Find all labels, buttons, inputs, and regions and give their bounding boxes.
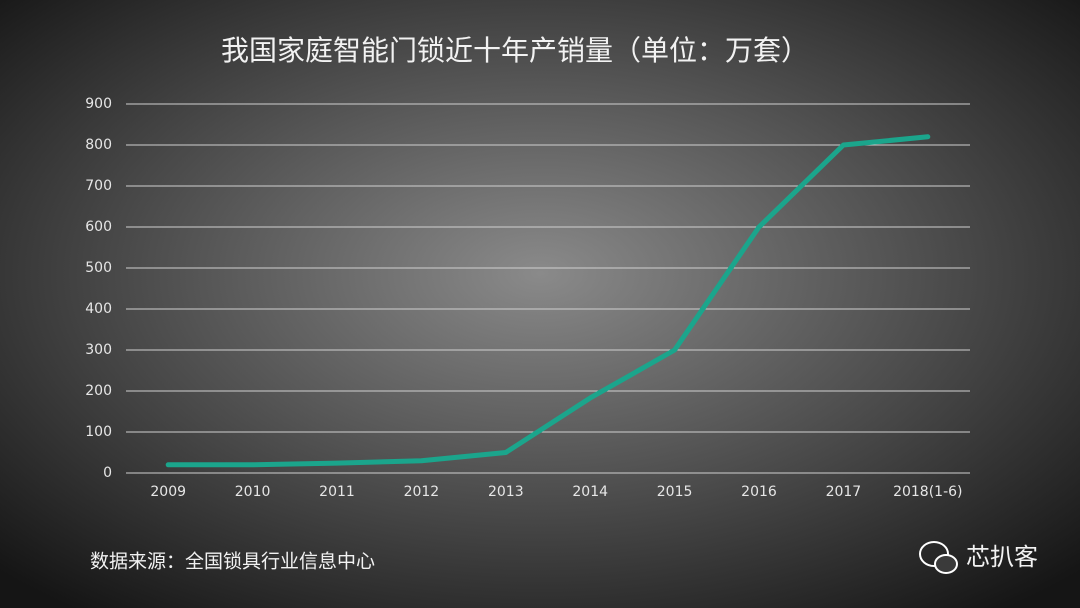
x-tick-label: 2015 [657, 484, 693, 500]
y-tick-label: 0 [103, 465, 112, 481]
x-tick-label: 2018(1-6) [893, 484, 962, 500]
y-tick-label: 700 [85, 178, 112, 194]
y-tick-label: 800 [85, 137, 112, 153]
brand: 芯扒客 [966, 543, 1038, 571]
x-tick-label: 2013 [488, 484, 524, 500]
y-tick-label: 400 [85, 301, 112, 317]
y-tick-label: 900 [85, 96, 112, 112]
x-tick-label: 2011 [319, 484, 355, 500]
x-tick-label: 2010 [235, 484, 271, 500]
x-tick-label: 2012 [404, 484, 440, 500]
y-tick-label: 500 [85, 260, 112, 276]
y-tick-label: 600 [85, 219, 112, 235]
x-tick-label: 2009 [150, 484, 186, 500]
source-note: 数据来源：全国锁具行业信息中心 [90, 551, 375, 573]
y-tick-label: 200 [85, 383, 112, 399]
y-tick-label: 100 [85, 424, 112, 440]
y-tick-label: 300 [85, 342, 112, 358]
x-tick-label: 2016 [741, 484, 777, 500]
chart-title: 我国家庭智能门锁近十年产销量（单位：万套） [221, 34, 809, 67]
line [165, 134, 931, 468]
x-tick-label: 2014 [572, 484, 608, 500]
x-tick-label: 2017 [826, 484, 862, 500]
brand-icon [919, 541, 958, 574]
